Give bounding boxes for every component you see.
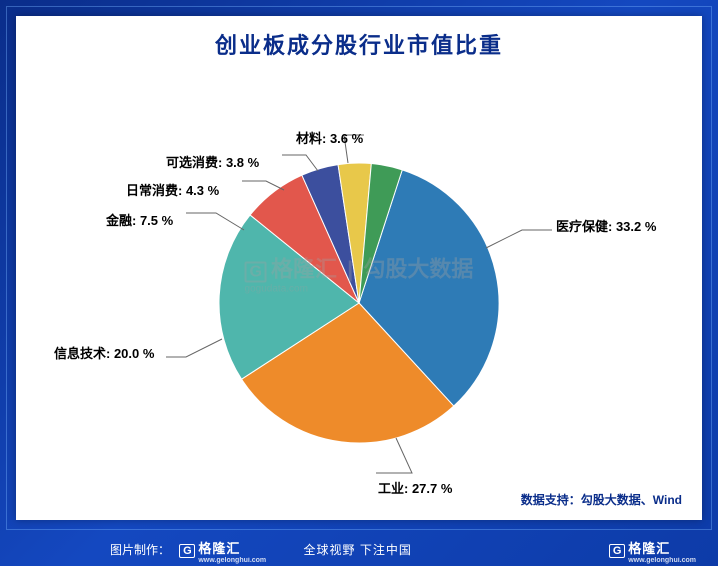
made-by-label: 图片制作： [110,543,170,557]
leader-line [186,213,244,230]
leader-line [166,339,222,357]
data-source: 数据支持：勾股大数据、Wind [521,491,682,508]
footer-logo-right: G 格隆汇 www.gelonghui.com [609,538,696,564]
footer-right: G 格隆汇 www.gelonghui.com [603,538,718,564]
leader-line [486,230,552,248]
logo-name: 格隆汇 [198,541,240,556]
logo-g-icon-r: G [609,544,625,558]
slice-label: 工业: 27.7 % [378,478,452,497]
slice-label: 材料: 3.6 % [296,128,363,147]
footer-slogan: 全球视野 下注中国 [304,543,412,557]
footer-bar: 图片制作： G 格隆汇 www.gelonghui.com 全球视野 下注中国 … [0,536,718,566]
footer-logo: G 格隆汇 www.gelonghui.com [179,538,266,564]
logo-name-r: 格隆汇 [628,541,670,556]
footer-left: 图片制作： G 格隆汇 www.gelonghui.com 全球视野 下注中国 [0,538,412,564]
logo-url: www.gelonghui.com [198,557,266,564]
slice-label: 金融: 7.5 % [106,210,173,229]
chart-panel: 创业板成分股行业市值比重 G格隆汇 | 勾股大数据 gogudata.com 医… [16,16,702,520]
leader-line [376,438,412,473]
slice-label: 信息技术: 20.0 % [54,343,154,362]
slice-label: 日常消费: 4.3 % [126,180,219,199]
pie-chart [16,63,702,483]
logo-g-icon: G [179,544,195,558]
chart-area: G格隆汇 | 勾股大数据 gogudata.com 医疗保健: 33.2 %工业… [16,66,702,480]
chart-title: 创业板成分股行业市值比重 [16,16,702,60]
leader-line [282,155,318,171]
logo-url-r: www.gelonghui.com [628,557,696,564]
slice-label: 医疗保健: 33.2 % [556,216,656,235]
slice-label: 可选消费: 3.8 % [166,152,259,171]
